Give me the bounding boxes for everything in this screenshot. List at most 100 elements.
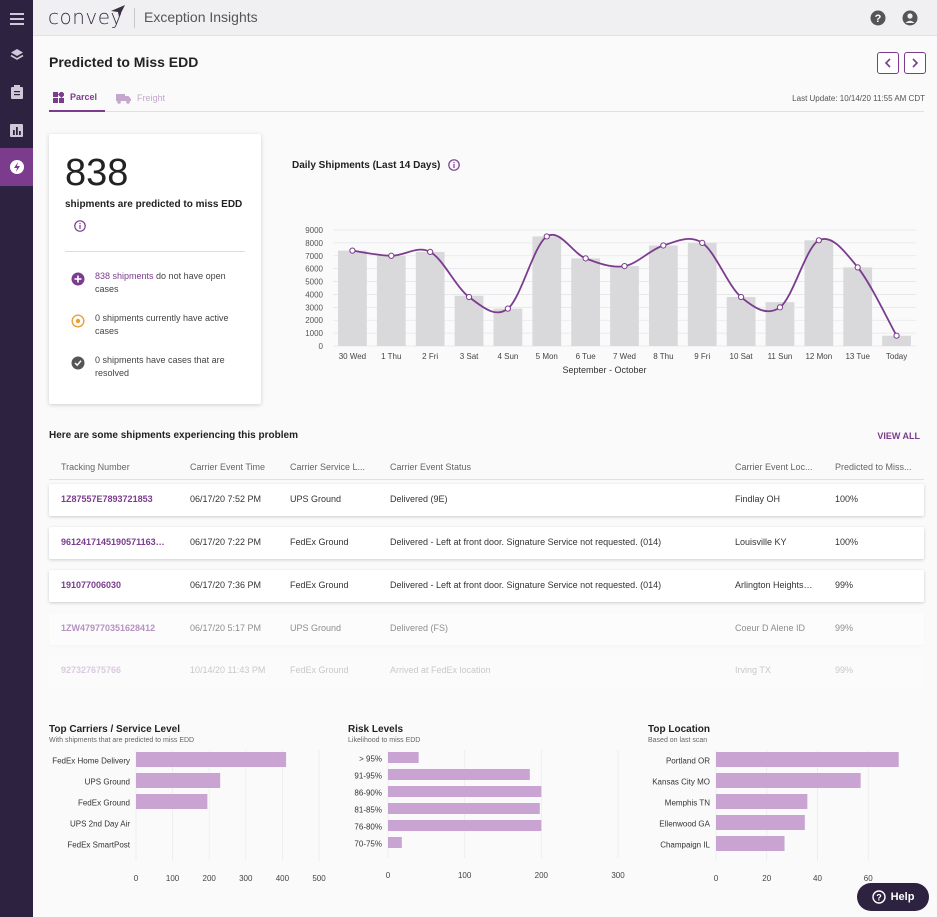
- table-row[interactable]: 927327675766 10/14/20 11:43 PM FedEx Groun…: [49, 655, 924, 687]
- trend-point[interactable]: [621, 262, 628, 270]
- view-all-link[interactable]: VIEW ALL: [877, 431, 920, 441]
- col-carrier-service[interactable]: Carrier Service L...: [290, 462, 366, 472]
- category-label: UPS 2nd Day Air: [70, 820, 130, 829]
- daily-bar[interactable]: [648, 245, 678, 346]
- tracking-number-cell[interactable]: 191077006030: [61, 580, 122, 590]
- trend-point[interactable]: [543, 233, 550, 240]
- risk-chart-panel: Risk Levels Likelihood to miss EDD 0 100 2…: [348, 724, 633, 894]
- help-button[interactable]: ? Help: [857, 883, 929, 911]
- table-row[interactable]: 1Z87557E7893721853 06/17/20 7:52 PM UPS Gr…: [49, 484, 924, 516]
- carrier-event-time-cell: 06/17/20 7:36 PM: [190, 580, 262, 590]
- table-row[interactable]: 1ZW479770351628412 06/17/20 5:17 PM UPS Gr…: [49, 613, 924, 645]
- daily-bar[interactable]: [687, 242, 717, 346]
- daily-bar[interactable]: [532, 236, 562, 346]
- daily-bar[interactable]: [610, 266, 639, 346]
- daily-bar[interactable]: [376, 255, 406, 346]
- bar[interactable]: [716, 815, 805, 830]
- bar[interactable]: [136, 773, 221, 788]
- x-axis-label: September - October: [562, 365, 646, 375]
- daily-bar[interactable]: [454, 295, 484, 346]
- help-circle-icon[interactable]: ?: [870, 10, 886, 26]
- info-icon[interactable]: [74, 220, 86, 232]
- x-tick-label: Today: [886, 352, 907, 361]
- clipboard-icon[interactable]: [0, 73, 33, 111]
- insights-bolt-icon[interactable]: [0, 148, 33, 186]
- layers-icon[interactable]: [0, 36, 33, 74]
- trend-point[interactable]: [427, 248, 434, 256]
- trend-point[interactable]: [582, 255, 589, 262]
- tracking-number-cell[interactable]: 9612417145190571163…: [61, 537, 165, 547]
- trend-point[interactable]: [699, 239, 706, 246]
- category-label: 86-90%: [354, 789, 382, 798]
- tracking-number-cell[interactable]: 1Z87557E7893721853: [61, 494, 153, 504]
- y-tick-label: 3000: [305, 303, 323, 312]
- bar[interactable]: [388, 803, 540, 814]
- x-tick-label: 500: [312, 874, 326, 883]
- col-tracking-number[interactable]: Tracking Number: [61, 462, 130, 472]
- col-carrier-event-time[interactable]: Carrier Event Time: [190, 462, 266, 472]
- daily-bar[interactable]: [804, 240, 834, 346]
- table-row[interactable]: 9612417145190571163… 06/17/20 7:22 PM FedE…: [49, 527, 924, 559]
- bar[interactable]: [136, 794, 208, 809]
- bar[interactable]: [388, 837, 402, 848]
- tracking-number-cell[interactable]: 1ZW479770351628412: [61, 623, 156, 633]
- prev-button[interactable]: [877, 52, 899, 74]
- info-icon[interactable]: [448, 159, 461, 171]
- convey-logo[interactable]: convey: [48, 5, 123, 29]
- user-account-icon[interactable]: [902, 10, 918, 26]
- trend-point[interactable]: [854, 264, 861, 271]
- trend-point[interactable]: [660, 242, 667, 249]
- table-row[interactable]: 191077006030 06/17/20 7:36 PM FedEx Ground…: [49, 570, 924, 602]
- bar[interactable]: [388, 769, 530, 780]
- daily-bar[interactable]: [882, 335, 911, 346]
- bar[interactable]: [388, 752, 419, 763]
- y-tick-label: 5000: [305, 278, 323, 287]
- x-tick-label: 300: [611, 871, 625, 880]
- category-label: Kansas City MO: [652, 778, 710, 787]
- daily-bar[interactable]: [843, 267, 873, 346]
- table-header: Tracking Number Carrier Event Time Carri…: [49, 456, 924, 480]
- bar[interactable]: [716, 836, 785, 851]
- daily-bar[interactable]: [415, 251, 445, 346]
- daily-bar[interactable]: [338, 250, 367, 346]
- trend-point[interactable]: [349, 247, 356, 254]
- trend-point[interactable]: [893, 332, 900, 339]
- bar-chart-icon[interactable]: [0, 111, 33, 149]
- trend-point[interactable]: [465, 293, 473, 301]
- carriers-bar-chart: 0 100 200 300 400 500 FedEx Home Delivery UPS G…: [52, 750, 326, 883]
- carrier-event-location-cell: Louisville KY: [735, 537, 787, 547]
- trend-point[interactable]: [776, 304, 784, 311]
- next-button[interactable]: [904, 52, 926, 74]
- tracking-number-cell[interactable]: 927327675766: [61, 665, 122, 675]
- col-carrier-event-location[interactable]: Carrier Event Loc...: [735, 462, 813, 472]
- bar[interactable]: [716, 794, 808, 809]
- bar[interactable]: [716, 773, 861, 788]
- bar[interactable]: [716, 752, 899, 767]
- trend-point[interactable]: [388, 252, 395, 259]
- carrier-event-status-cell: Delivered - Left at front door. Signatur…: [390, 580, 662, 590]
- tab-freight[interactable]: Freight: [116, 84, 165, 112]
- trend-point[interactable]: [504, 305, 511, 312]
- col-predicted-to-miss[interactable]: Predicted to Miss...: [835, 462, 912, 472]
- active-circle-icon: [71, 314, 85, 328]
- bar[interactable]: [388, 820, 542, 831]
- col-carrier-event-status[interactable]: Carrier Event Status: [390, 462, 472, 472]
- x-tick-label: 0: [714, 874, 719, 883]
- carrier-service-cell: FedEx Ground: [290, 665, 349, 675]
- trend-point[interactable]: [815, 237, 822, 244]
- last-update: Last Update: 10/14/20 11:55 AM CDT: [792, 94, 925, 103]
- predicted-to-miss-cell: 99%: [835, 665, 854, 675]
- tab-parcel[interactable]: Parcel: [49, 84, 105, 112]
- daily-bar[interactable]: [571, 258, 601, 346]
- menu-icon[interactable]: [0, 0, 33, 38]
- trend-point[interactable]: [738, 293, 745, 301]
- y-tick-label: 8000: [305, 239, 323, 248]
- top-bar: convey Exception Insights ?: [33, 0, 937, 36]
- x-tick-label: 30 Wed: [339, 352, 366, 361]
- stat-link[interactable]: 838 shipments: [95, 271, 154, 281]
- x-tick-label: 12 Mon: [805, 352, 832, 361]
- bar[interactable]: [388, 786, 542, 797]
- bar[interactable]: [136, 752, 287, 767]
- daily-bar[interactable]: [493, 308, 523, 346]
- x-tick-label: 0: [386, 871, 391, 880]
